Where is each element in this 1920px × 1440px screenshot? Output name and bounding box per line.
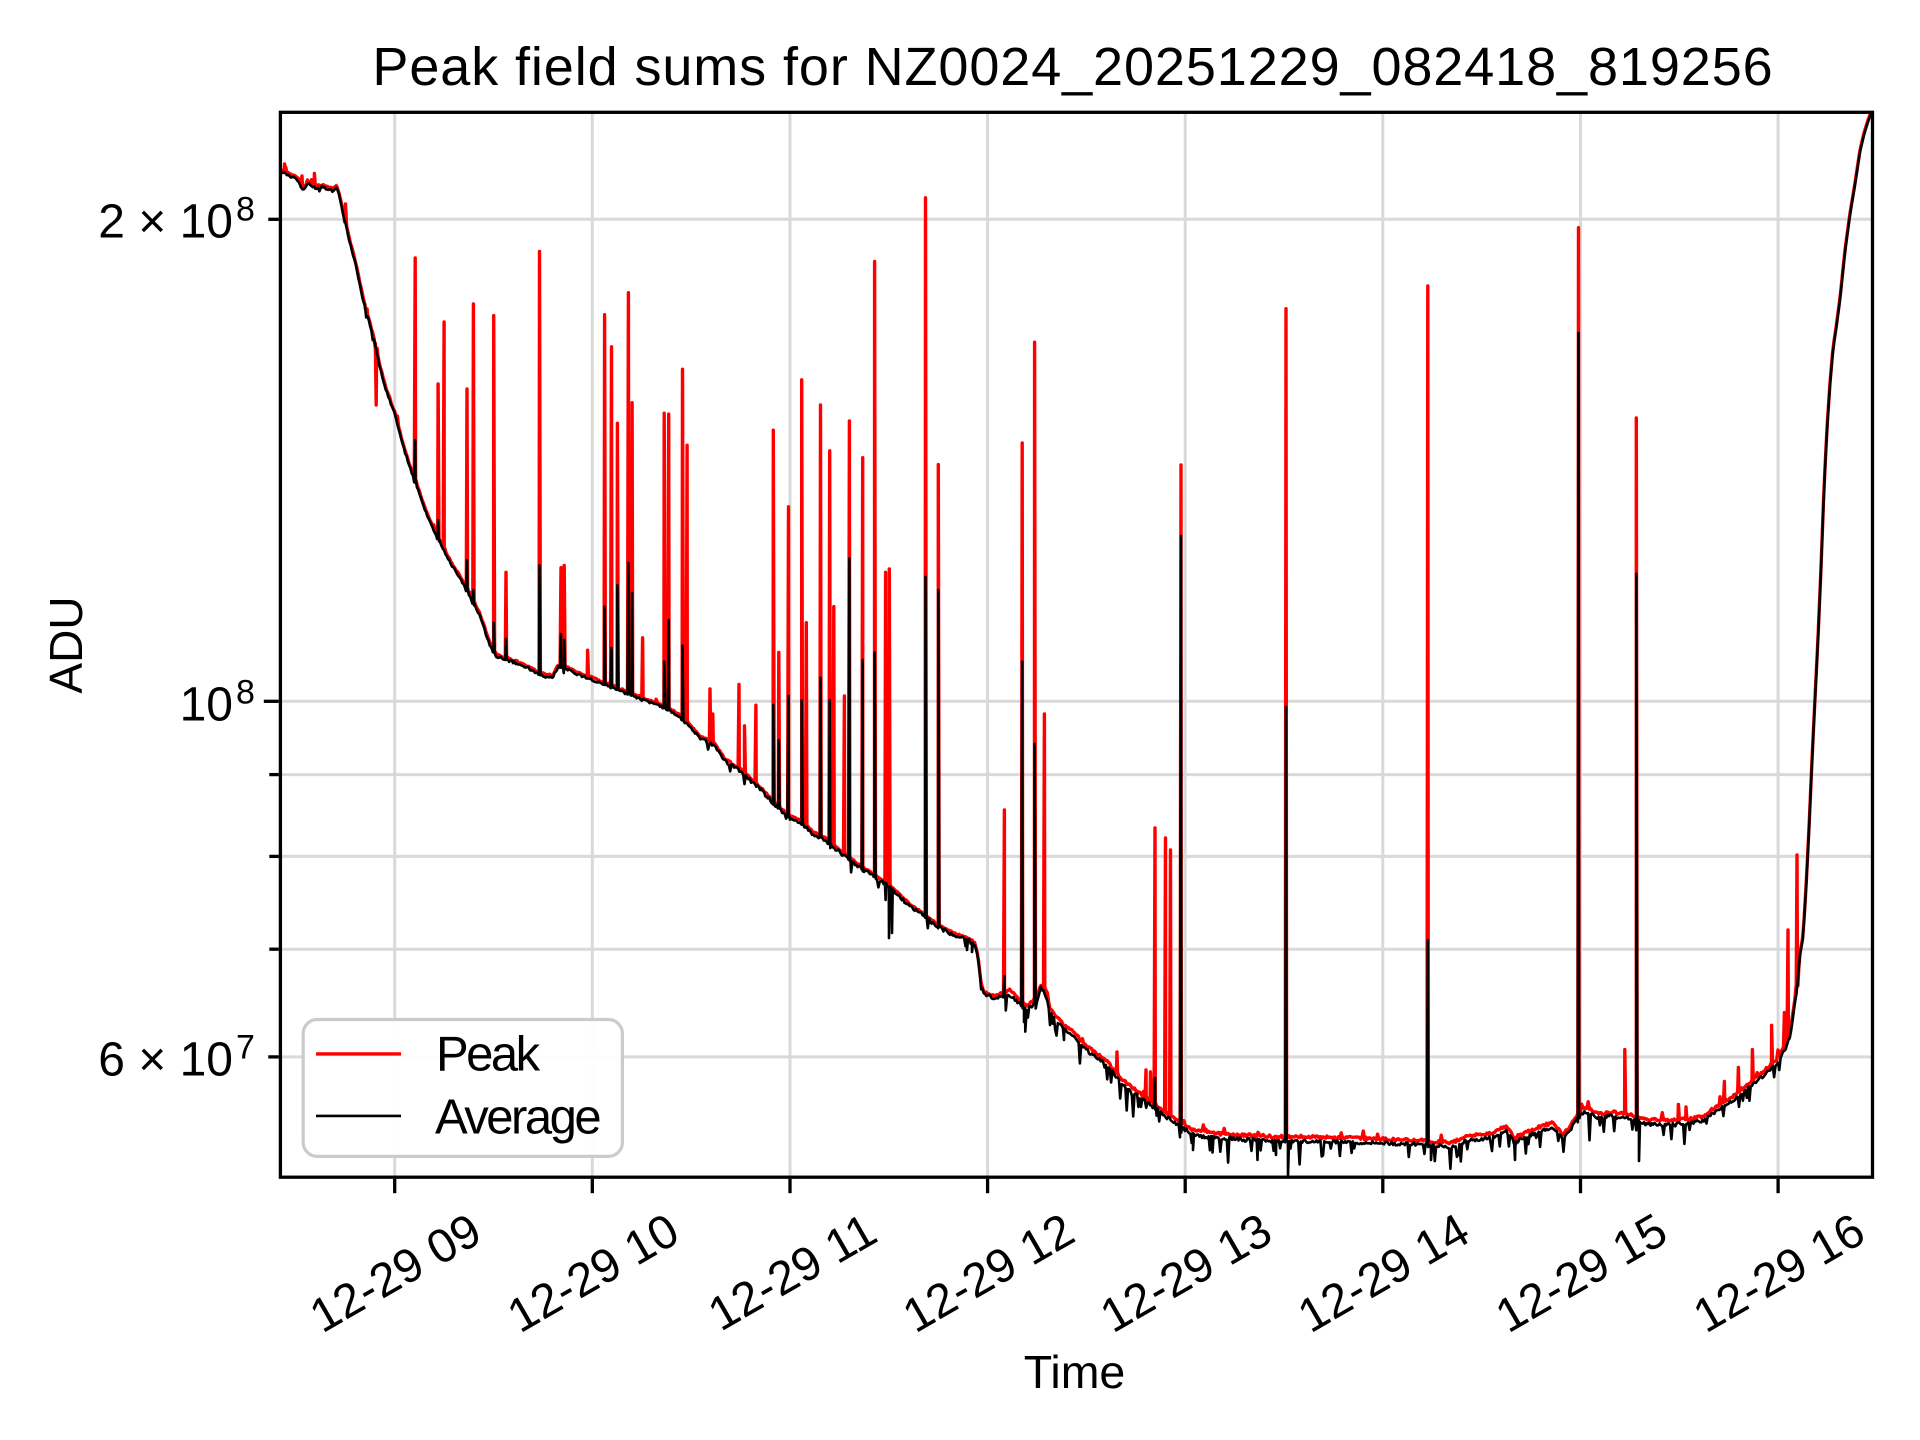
svg-text:Time: Time (1024, 1346, 1126, 1398)
svg-text:6 × 10: 6 × 10 (98, 1033, 233, 1086)
svg-text:8: 8 (236, 191, 255, 229)
svg-text:Peak: Peak (436, 1028, 541, 1082)
svg-text:10: 10 (180, 678, 233, 731)
svg-text:Average: Average (435, 1090, 600, 1144)
svg-text:2 × 10: 2 × 10 (98, 196, 233, 249)
svg-text:ADU: ADU (40, 596, 92, 693)
svg-text:8: 8 (236, 673, 255, 711)
svg-text:Peak field sums for NZ0024_202: Peak field sums for NZ0024_20251229_0824… (372, 37, 1773, 97)
svg-text:7: 7 (236, 1028, 255, 1066)
